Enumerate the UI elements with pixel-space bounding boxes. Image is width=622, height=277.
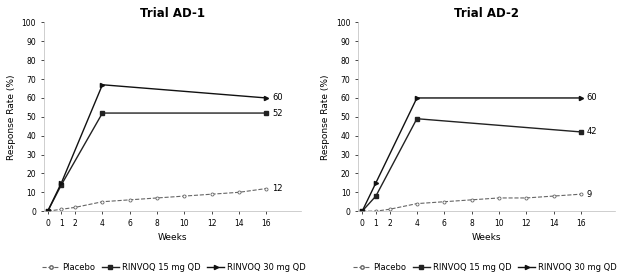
X-axis label: Weeks: Weeks xyxy=(157,233,187,242)
X-axis label: Weeks: Weeks xyxy=(472,233,501,242)
Title: Trial AD-2: Trial AD-2 xyxy=(454,7,519,20)
Legend: Placebo, RINVOQ 15 mg QD, RINVOQ 30 mg QD: Placebo, RINVOQ 15 mg QD, RINVOQ 30 mg Q… xyxy=(39,260,309,276)
Text: 60: 60 xyxy=(272,93,282,102)
Text: 42: 42 xyxy=(587,127,597,137)
Text: 12: 12 xyxy=(272,184,282,193)
Title: Trial AD-1: Trial AD-1 xyxy=(139,7,205,20)
Y-axis label: Response Rate (%): Response Rate (%) xyxy=(322,74,330,160)
Y-axis label: Response Rate (%): Response Rate (%) xyxy=(7,74,16,160)
Text: 9: 9 xyxy=(587,190,592,199)
Legend: Placebo, RINVOQ 15 mg QD, RINVOQ 30 mg QD: Placebo, RINVOQ 15 mg QD, RINVOQ 30 mg Q… xyxy=(350,260,620,276)
Text: 52: 52 xyxy=(272,109,282,117)
Text: 60: 60 xyxy=(587,93,597,102)
